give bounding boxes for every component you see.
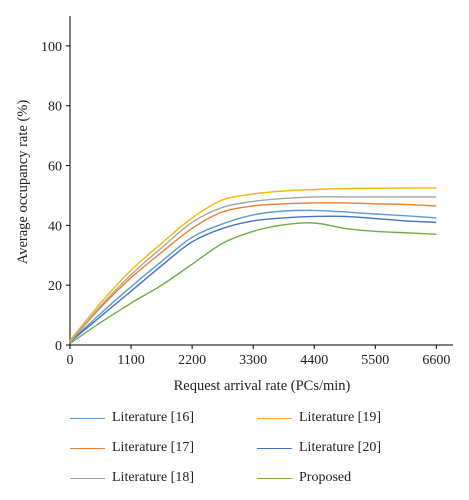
x-tick-label: 3300: [239, 353, 267, 368]
series-line-1: [69, 209, 437, 343]
x-tick-label: 5500: [361, 353, 389, 368]
chart: 0 20 40 60 80 100 0 1100 2200 3300 4400 5500 6600 R…: [15, 16, 453, 394]
x-tick-label: 4400: [300, 353, 328, 368]
legend-swatch: [257, 447, 292, 449]
legend-item: Literature [16]: [70, 404, 194, 432]
legend-item: Literature [19]: [257, 404, 381, 432]
legend-swatch: [257, 417, 292, 419]
series-line-2: [69, 187, 437, 341]
series-line-3: [69, 202, 437, 343]
x-tick-label: 2200: [178, 353, 206, 368]
legend-item: Proposed: [257, 464, 351, 492]
x-tick-label: 0: [67, 353, 74, 368]
x-tick-label: 1100: [117, 353, 144, 368]
legend-label: Literature [16]: [112, 410, 195, 425]
legend-swatch: [70, 447, 105, 449]
y-axis-label: Average occupancy rate (%): [15, 100, 31, 265]
legend-label: Literature [20]: [299, 440, 382, 455]
legend-swatch: [70, 417, 105, 419]
x-ticks: 0 1100 2200 3300 4400 5500 6600: [67, 345, 450, 368]
legend-item: Literature [17]: [70, 434, 194, 462]
y-tick-label: 60: [48, 160, 62, 175]
y-tick-label: 80: [48, 100, 62, 115]
legend-swatch: [70, 477, 105, 479]
legend-swatch: [257, 477, 292, 479]
legend-label: Literature [17]: [112, 440, 195, 455]
legend-label: Literature [18]: [112, 470, 195, 485]
series-line-5: [69, 196, 437, 343]
plot-area: 0 20 40 60 80 100 0 1100 2200 3300 4400 5500 6600: [41, 16, 453, 368]
legend-label: Literature [19]: [299, 410, 382, 425]
y-tick-label: 40: [48, 219, 62, 234]
y-tick-label: 0: [55, 339, 62, 354]
series-lines: [69, 187, 437, 345]
x-axis-label: Request arrival rate (PCs/min): [174, 378, 351, 394]
legend-label: Proposed: [299, 470, 352, 485]
series-line-6: [69, 222, 437, 345]
y-ticks: 0 20 40 60 80 100: [41, 40, 70, 354]
y-tick-label: 100: [41, 40, 62, 55]
y-tick-label: 20: [48, 279, 62, 294]
legend-item: Literature [20]: [257, 434, 381, 462]
legend-item: Literature [18]: [70, 464, 194, 492]
series-line-4: [69, 215, 437, 343]
x-tick-label: 6600: [422, 353, 450, 368]
